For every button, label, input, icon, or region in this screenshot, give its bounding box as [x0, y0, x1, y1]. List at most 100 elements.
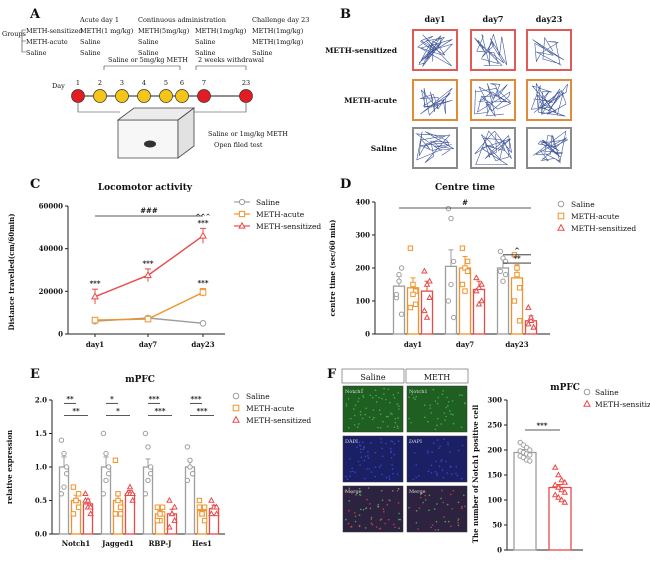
f-cell-dot: [344, 490, 347, 493]
c-data-point: [144, 270, 152, 279]
f-cell-dot: [360, 451, 362, 453]
d-data-point: [396, 278, 402, 284]
c-y-label: Distance travelled(cm/60min): [7, 213, 16, 330]
e-legend-label: Saline: [246, 392, 270, 401]
d-data-point: [475, 300, 483, 307]
f-cell-dot: [381, 447, 383, 450]
c-caret-label: ^^^: [195, 213, 210, 220]
f-cell-dot: [415, 476, 417, 479]
f-cell-dot: [380, 518, 383, 520]
f-cell-dot: [347, 426, 350, 429]
panel-label: C: [30, 177, 40, 192]
track-path: [533, 130, 569, 164]
e-data-point: [142, 430, 149, 437]
f-cell-dot: [398, 408, 400, 410]
f-cell-dot: [443, 412, 446, 414]
f-data-point: [551, 481, 559, 488]
f-cell-dot: [442, 501, 444, 504]
f-cell-dot: [441, 469, 444, 472]
f-cell-dot: [390, 440, 392, 442]
f-cell-dot: [352, 470, 354, 473]
d-data-point: [516, 318, 523, 324]
f-cell-dot: [370, 442, 372, 444]
d-y-tick-label: 300: [355, 231, 370, 240]
f-cell-dot: [375, 394, 377, 397]
e-x-tick-label: Hes1: [192, 539, 212, 548]
f-cell-dot: [387, 518, 390, 521]
f-cell-dot: [374, 389, 377, 392]
f-cell-dot: [381, 397, 383, 400]
d-data-point: [459, 245, 466, 251]
day-number: 2: [98, 79, 102, 87]
c-data-point: [199, 231, 207, 239]
d-data-point: [502, 271, 509, 278]
f-cell-dot: [394, 417, 397, 420]
f-cell-dot: [461, 444, 464, 447]
e-data-point: [117, 504, 124, 510]
e-data-point: [117, 511, 124, 517]
f-cell-dot: [441, 393, 444, 396]
e-data-point: [154, 517, 161, 524]
f-cell-dot: [348, 509, 350, 512]
f-cell-dot: [362, 508, 365, 511]
track-frame: [526, 127, 572, 169]
f-cell-dot: [430, 412, 433, 414]
f-cell-dot: [445, 415, 447, 418]
f-cell-dot: [361, 417, 364, 420]
d-data-point: [525, 303, 532, 310]
e-data-point: [199, 511, 205, 517]
e-data-point: [115, 491, 121, 497]
f-cell-dot: [369, 394, 372, 397]
f-cell-dot: [455, 472, 457, 475]
f-cell-dot: [348, 500, 351, 502]
d-data-point: [514, 271, 520, 278]
d-star-label: **: [513, 254, 521, 263]
withdrawal-label: 2 weeks withdrawal: [198, 56, 264, 64]
f-cell-dot: [390, 457, 393, 459]
f-cell-dot: [367, 451, 369, 453]
e-star-label: **: [72, 406, 80, 415]
table-cell: Saline: [138, 49, 159, 57]
f-cell-dot: [358, 441, 361, 444]
e-data-point: [82, 490, 89, 497]
d-bar: [458, 267, 472, 335]
f-cell-dot: [353, 414, 356, 417]
f-cell-dot: [394, 526, 396, 529]
e-data-point: [159, 504, 166, 510]
track-frame: [470, 29, 516, 71]
f-cell-dot: [437, 529, 440, 531]
e-bar: [58, 466, 70, 535]
f-cell-dot: [464, 505, 466, 508]
c-star-label: ***: [143, 259, 154, 268]
f-cell-dot: [358, 397, 360, 400]
f-cell-dot: [396, 403, 399, 405]
d-x-tick-label: day7: [456, 340, 474, 349]
f-cell-dot: [447, 441, 449, 444]
f-cell-dot: [457, 521, 459, 524]
timeline-dot: [93, 89, 107, 103]
e-data-point: [168, 510, 176, 517]
f-col-header-box: [341, 368, 405, 384]
f-cell-dot: [396, 425, 399, 428]
f-cell-dot: [373, 416, 375, 419]
d-data-point: [464, 258, 471, 265]
d-data-point: [398, 265, 405, 271]
f-cell-dot: [460, 507, 463, 510]
track-path: [532, 36, 565, 66]
box-side: [177, 107, 195, 159]
f-cell-dot: [434, 400, 437, 402]
f-cell-dot: [378, 409, 381, 411]
day-label: Day: [52, 82, 65, 90]
f-cell-dot: [374, 466, 377, 468]
day-number: 5: [164, 79, 168, 87]
arrow-left: [77, 103, 120, 113]
f-cell-dot: [374, 475, 376, 478]
f-cell-dot: [432, 442, 435, 444]
f-cell-dot: [445, 406, 448, 409]
c-y-tick-label: 20000: [39, 287, 63, 296]
f-cell-dot: [441, 489, 443, 492]
f-cell-dot: [461, 505, 463, 508]
e-bar: [154, 513, 166, 535]
c-data-point: [91, 316, 99, 324]
